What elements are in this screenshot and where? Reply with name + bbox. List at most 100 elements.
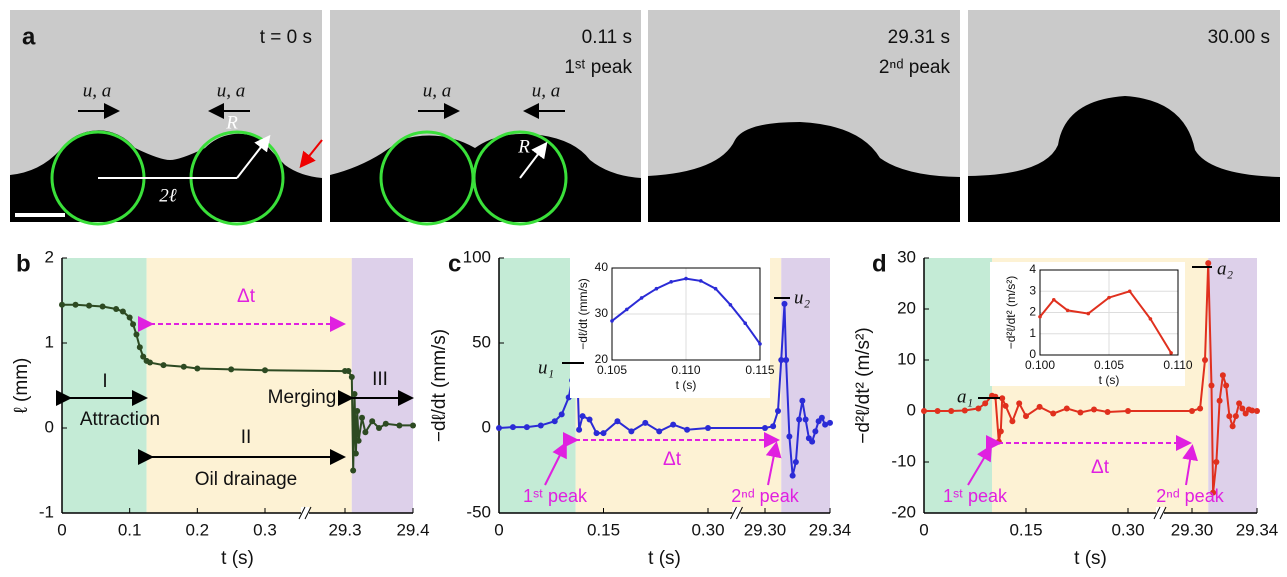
data-point (345, 368, 352, 375)
annotation-arrow (765, 441, 782, 486)
x-axis-label: t (s) (648, 548, 681, 569)
data-point (1226, 413, 1233, 420)
data-point (1023, 413, 1029, 420)
data-point (783, 357, 790, 363)
annotation: 2ⁿᵈ peak (731, 486, 799, 506)
frame-time: 30.00 s (1208, 27, 1270, 48)
data-point (669, 280, 673, 284)
inset-y-tick-label: 40 (595, 260, 609, 274)
axis-break (736, 506, 743, 520)
panel-label: d (872, 250, 887, 277)
data-point (600, 430, 607, 437)
data-point (775, 408, 781, 414)
frame-time: 0.11 s (582, 27, 632, 48)
data-point (1086, 311, 1091, 316)
panel-label: a (22, 23, 36, 50)
data-point (827, 419, 833, 426)
y-axis-label: −d²ℓ/dt² (m/s²) (853, 327, 874, 443)
data-point (160, 362, 167, 369)
data-line (1039, 290, 1172, 354)
axis-break (732, 507, 741, 519)
data-point (1208, 382, 1215, 389)
data-point (350, 467, 357, 474)
data-point (1242, 410, 1249, 417)
data-point (537, 422, 544, 429)
data-point (133, 331, 140, 338)
data-point (351, 391, 358, 397)
annotation-arrow (544, 441, 567, 486)
inset-background (990, 262, 1185, 386)
data-point (1223, 382, 1230, 389)
axis-break (301, 507, 309, 519)
data-point (975, 405, 982, 412)
frame-time: t = 0 s (260, 27, 312, 48)
y-axis-label: ℓ (mm) (11, 358, 32, 414)
annotation: 1ˢᵗ peak (943, 486, 1008, 506)
axis-break (1153, 506, 1161, 520)
layer: 20 30 40 0.105 0.110 0.115 t (s) −dℓ/dt (mm/s) (570, 258, 775, 398)
frame-note: 1ˢᵗ peak (564, 57, 632, 78)
x-tick-label: 29.34 (809, 520, 852, 539)
data-point (126, 314, 133, 321)
axis-break (304, 506, 312, 520)
data-point (614, 418, 621, 425)
data-point (770, 423, 777, 430)
data-point (1148, 317, 1153, 321)
annotation: u₂ (794, 287, 811, 308)
y-tick-label: 50 (472, 332, 491, 351)
annotation: 1ˢᵗ peak (523, 486, 588, 506)
inset-x-tick-label: 0.105 (1094, 358, 1124, 372)
data-point (228, 366, 235, 373)
data-point (113, 306, 120, 312)
y-tick-label: 30 (897, 247, 916, 266)
data-point (140, 353, 147, 360)
frame-label: R (225, 112, 238, 133)
axis-break (298, 506, 306, 520)
y-tick-label: 0 (907, 400, 916, 419)
axis-break (730, 506, 737, 520)
annotation: Δt (1091, 457, 1110, 478)
data-point (728, 303, 733, 307)
layer: 0 1 2 3 4 0.100 0.105 0.110 t (s) −d²ℓ/dt² (m/s²) (990, 262, 1193, 387)
frame-label: 2ℓ (159, 185, 177, 206)
inset-y-label: −dℓ/dt (mm/s) (576, 278, 590, 350)
data-point (796, 416, 803, 423)
data-point (146, 359, 153, 366)
data-point (818, 414, 825, 421)
data-point (1127, 289, 1132, 294)
x-tick-label: 29.3 (328, 520, 361, 539)
data-point (1009, 418, 1016, 425)
data-point (762, 425, 768, 431)
x-axis-label: t (s) (1074, 548, 1107, 569)
x-tick-label: 29.34 (1236, 520, 1279, 539)
data-point (610, 319, 614, 323)
inset-y-tick-label: 30 (595, 306, 609, 320)
data-point (934, 408, 941, 414)
annotation: II (241, 427, 252, 448)
y-tick-label: 0 (482, 417, 491, 436)
data-point (1065, 308, 1070, 313)
data-point (180, 363, 187, 370)
data-point (639, 296, 644, 300)
data-point (684, 276, 688, 281)
data-point (1213, 459, 1220, 465)
data-point (948, 408, 955, 414)
frame-label: u, a (217, 80, 246, 101)
data-point (1189, 408, 1195, 414)
y-tick-label: -20 (891, 502, 916, 521)
panel-label: b (16, 250, 31, 277)
data-point (1219, 372, 1226, 379)
x-tick-label: 0 (57, 520, 66, 539)
data-point (961, 407, 968, 414)
axis-break (1156, 507, 1164, 519)
inset-x-tick-label: 0.110 (671, 363, 700, 377)
data-point (558, 411, 565, 418)
data-point (1239, 405, 1246, 412)
annotation: III (372, 369, 388, 390)
data-point (523, 424, 530, 431)
data-point (1107, 295, 1111, 300)
inset-y-label: −d²ℓ/dt² (m/s²) (1004, 276, 1018, 350)
phase-region (62, 258, 147, 513)
photo-frame (330, 10, 641, 226)
data-point (812, 428, 819, 435)
